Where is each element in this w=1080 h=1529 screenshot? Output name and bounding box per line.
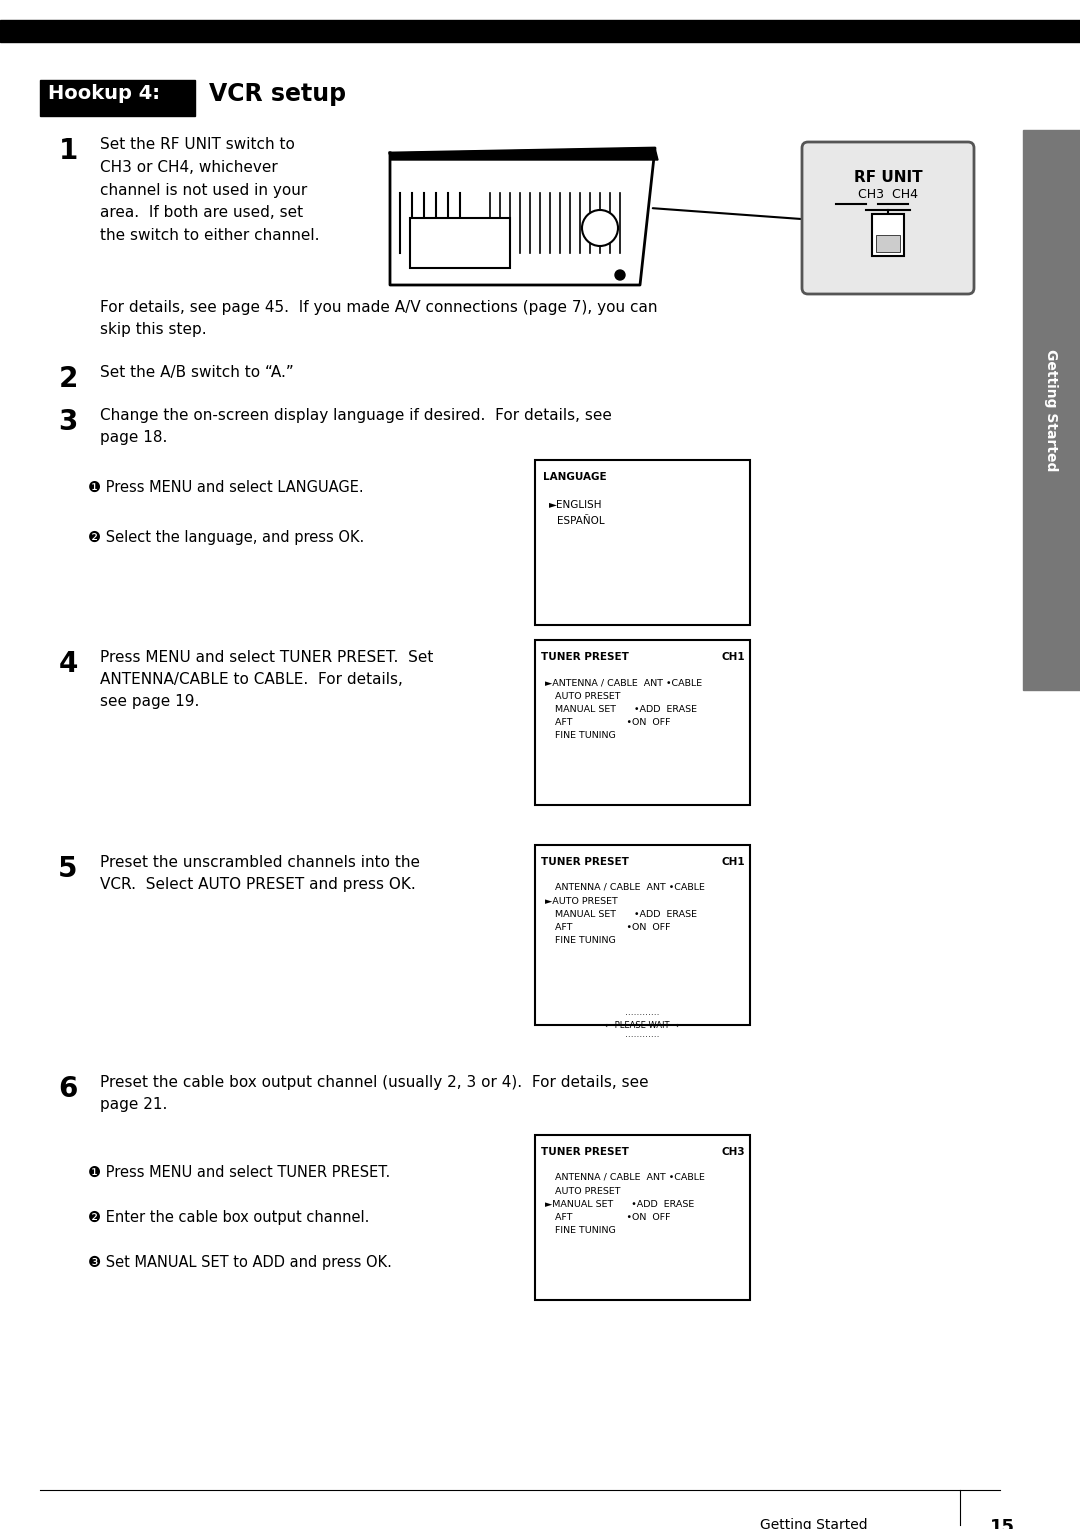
Text: ❷ Select the language, and press OK.: ❷ Select the language, and press OK. <box>87 531 364 544</box>
Text: RF UNIT: RF UNIT <box>853 170 922 185</box>
Circle shape <box>615 271 625 280</box>
Text: For details, see page 45.  If you made A/V connections (page 7), you can
skip th: For details, see page 45. If you made A/… <box>100 300 658 338</box>
Text: Getting Started: Getting Started <box>760 1518 867 1529</box>
Text: LANGUAGE: LANGUAGE <box>543 472 607 482</box>
Text: FINE TUNING: FINE TUNING <box>555 936 616 945</box>
Bar <box>535 460 750 625</box>
Text: Press MENU and select TUNER PRESET.  Set
ANTENNA/CABLE to CABLE.  For details,
s: Press MENU and select TUNER PRESET. Set … <box>100 650 433 709</box>
Text: TUNER PRESET: TUNER PRESET <box>541 651 629 662</box>
Text: ❶ Press MENU and select TUNER PRESET.: ❶ Press MENU and select TUNER PRESET. <box>87 1165 390 1180</box>
Text: ❸ Set MANUAL SET to ADD and press OK.: ❸ Set MANUAL SET to ADD and press OK. <box>87 1255 392 1271</box>
Text: TUNER PRESET: TUNER PRESET <box>541 1147 629 1157</box>
Circle shape <box>582 209 618 246</box>
Text: TUNER PRESET: TUNER PRESET <box>541 856 629 867</box>
Text: MANUAL SET      •ADD  ERASE: MANUAL SET •ADD ERASE <box>555 910 697 919</box>
Text: VCR setup: VCR setup <box>210 83 346 106</box>
Text: AUTO PRESET: AUTO PRESET <box>555 1187 621 1196</box>
Text: CH1: CH1 <box>723 651 745 662</box>
Text: Change the on-screen display language if desired.  For details, see
page 18.: Change the on-screen display language if… <box>100 408 612 445</box>
Text: CH3  CH4: CH3 CH4 <box>858 188 918 200</box>
Text: ►ENGLISH: ►ENGLISH <box>549 500 603 511</box>
Bar <box>535 1135 750 1300</box>
Text: ❷ Enter the cable box output channel.: ❷ Enter the cable box output channel. <box>87 1209 369 1225</box>
Text: 2: 2 <box>58 365 78 393</box>
Polygon shape <box>390 148 654 284</box>
Bar <box>40 80 195 116</box>
Text: 5: 5 <box>58 855 78 884</box>
Text: Preset the cable box output channel (usually 2, 3 or 4).  For details, see
page : Preset the cable box output channel (usu… <box>100 1075 649 1112</box>
Bar <box>872 214 904 255</box>
Text: ►MANUAL SET      •ADD  ERASE: ►MANUAL SET •ADD ERASE <box>545 1200 694 1209</box>
Bar <box>1023 130 1080 690</box>
Text: 3: 3 <box>58 408 78 436</box>
Text: 6: 6 <box>58 1075 78 1102</box>
Polygon shape <box>390 148 658 161</box>
Text: Hookup 4:: Hookup 4: <box>48 84 160 102</box>
Text: ►AUTO PRESET: ►AUTO PRESET <box>545 898 618 907</box>
Text: ►ANTENNA / CABLE  ANT •CABLE: ►ANTENNA / CABLE ANT •CABLE <box>545 677 702 687</box>
Text: ············: ············ <box>625 1034 660 1041</box>
Text: ············: ············ <box>625 1011 660 1020</box>
Text: MANUAL SET      •ADD  ERASE: MANUAL SET •ADD ERASE <box>555 705 697 714</box>
Text: Preset the unscrambled channels into the
VCR.  Select AUTO PRESET and press OK.: Preset the unscrambled channels into the… <box>100 855 420 893</box>
Text: Getting Started: Getting Started <box>1044 349 1058 471</box>
Text: ❶ Press MENU and select LANGUAGE.: ❶ Press MENU and select LANGUAGE. <box>87 480 364 495</box>
Text: ← PLEASE WAIT →: ← PLEASE WAIT → <box>606 1021 679 1031</box>
Text: ESPAÑOL: ESPAÑOL <box>557 515 605 526</box>
Text: FINE TUNING: FINE TUNING <box>555 731 616 740</box>
Text: 4: 4 <box>58 650 78 677</box>
Text: Cable box output channel: Cable box output channel <box>535 1141 735 1154</box>
Text: AUTO PRESET: AUTO PRESET <box>555 693 621 700</box>
Text: AFT                  •ON  OFF: AFT •ON OFF <box>555 1212 671 1222</box>
Text: CH1: CH1 <box>723 856 745 867</box>
Text: Set the RF UNIT switch to
CH3 or CH4, whichever
channel is not used in your
area: Set the RF UNIT switch to CH3 or CH4, wh… <box>100 138 320 243</box>
Text: 1: 1 <box>58 138 78 165</box>
Bar <box>535 846 750 1024</box>
Bar <box>410 219 510 268</box>
Text: ANTENNA / CABLE  ANT •CABLE: ANTENNA / CABLE ANT •CABLE <box>555 884 705 891</box>
Text: CH3: CH3 <box>723 1147 745 1157</box>
Text: FINE TUNING: FINE TUNING <box>555 1226 616 1235</box>
Text: 15: 15 <box>990 1518 1015 1529</box>
Bar <box>876 235 900 252</box>
Text: AFT                  •ON  OFF: AFT •ON OFF <box>555 719 671 726</box>
Bar <box>535 641 750 804</box>
Text: ANTENNA / CABLE  ANT •CABLE: ANTENNA / CABLE ANT •CABLE <box>555 1173 705 1182</box>
FancyBboxPatch shape <box>802 142 974 294</box>
Text: AFT                  •ON  OFF: AFT •ON OFF <box>555 924 671 933</box>
Bar <box>0 20 1080 41</box>
Text: Set the A/B switch to “A.”: Set the A/B switch to “A.” <box>100 365 294 381</box>
